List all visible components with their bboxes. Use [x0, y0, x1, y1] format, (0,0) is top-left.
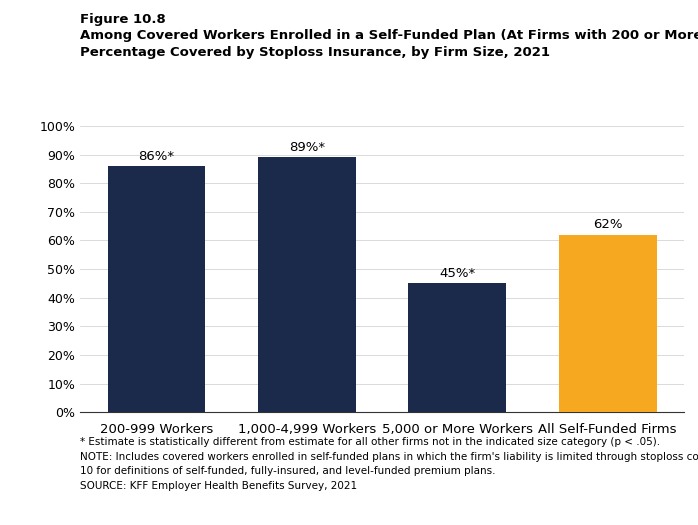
Text: 45%*: 45%* [439, 267, 475, 280]
Bar [559, 235, 657, 412]
Bar [107, 166, 205, 412]
Text: 89%*: 89%* [289, 141, 325, 154]
Text: NOTE: Includes covered workers enrolled in self-funded plans in which the firm's: NOTE: Includes covered workers enrolled … [80, 452, 698, 461]
Bar [258, 158, 356, 412]
Bar [408, 284, 506, 412]
Text: 10 for definitions of self-funded, fully-insured, and level-funded premium plans: 10 for definitions of self-funded, fully… [80, 466, 496, 476]
Text: Figure 10.8: Figure 10.8 [80, 13, 166, 26]
Text: * Estimate is statistically different from estimate for all other firms not in t: * Estimate is statistically different fr… [80, 437, 660, 447]
Text: 86%*: 86%* [138, 150, 174, 163]
Text: Among Covered Workers Enrolled in a Self-Funded Plan (At Firms with 200 or More : Among Covered Workers Enrolled in a Self… [80, 29, 698, 42]
Text: SOURCE: KFF Employer Health Benefits Survey, 2021: SOURCE: KFF Employer Health Benefits Sur… [80, 481, 357, 491]
Text: 62%: 62% [593, 218, 623, 232]
Text: Percentage Covered by Stoploss Insurance, by Firm Size, 2021: Percentage Covered by Stoploss Insurance… [80, 46, 550, 59]
